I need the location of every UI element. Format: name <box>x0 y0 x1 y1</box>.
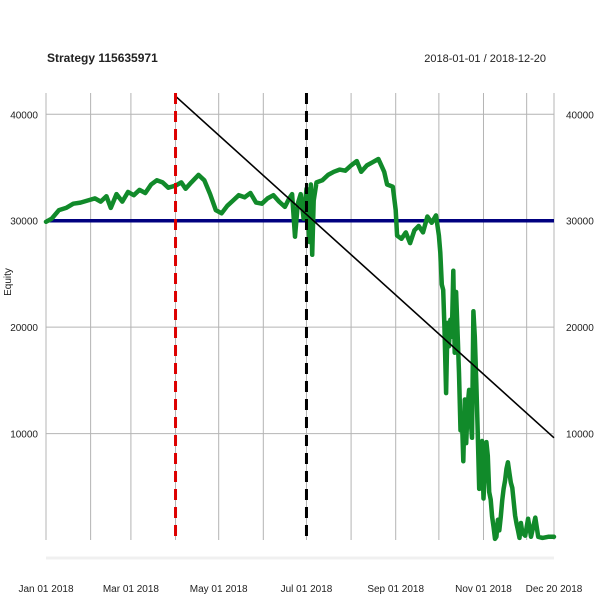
chart-date-range: 2018-01-01 / 2018-12-20 <box>424 53 546 65</box>
equity-series-line-0 <box>43 156 557 542</box>
trend-group <box>174 95 555 439</box>
y-ticks-left: 10000 20000 30000 40000 <box>10 110 38 440</box>
markers-group <box>174 93 308 540</box>
y-tick-label-left-0: 10000 <box>10 430 38 441</box>
chart-title: Strategy 115635971 <box>47 51 158 65</box>
y-tick-label-right-3: 40000 <box>566 110 594 121</box>
y-ticks-right: 10000 20000 30000 40000 <box>566 110 594 440</box>
y-tick-label-left-1: 20000 <box>10 323 38 334</box>
grid-lines <box>45 93 555 540</box>
y-tick-label-left-3: 40000 <box>10 110 38 121</box>
y-axis-label: Equity <box>3 268 14 296</box>
x-ticks: Jan 01 2018 Mar 01 2018 May 01 2018 Jul 01 … <box>18 584 582 595</box>
x-tick-label-2: May 01 2018 <box>190 584 248 595</box>
y-tick-label-right-2: 30000 <box>566 217 594 228</box>
x-tick-label-0: Jan 01 2018 <box>18 584 73 595</box>
y-tick-label-right-0: 10000 <box>566 430 594 441</box>
x-tick-label-3: Jul 01 2018 <box>281 584 333 595</box>
x-tick-label-6: Dec 20 2018 <box>526 584 583 595</box>
x-tick-label-5: Nov 01 2018 <box>455 584 512 595</box>
x-tick-label-4: Sep 01 2018 <box>367 584 424 595</box>
trend-line <box>174 95 555 439</box>
x-tick-label-1: Mar 01 2018 <box>103 584 160 595</box>
y-tick-label-left-2: 30000 <box>10 217 38 228</box>
series-group <box>43 156 557 542</box>
y-tick-label-right-1: 20000 <box>566 323 594 334</box>
